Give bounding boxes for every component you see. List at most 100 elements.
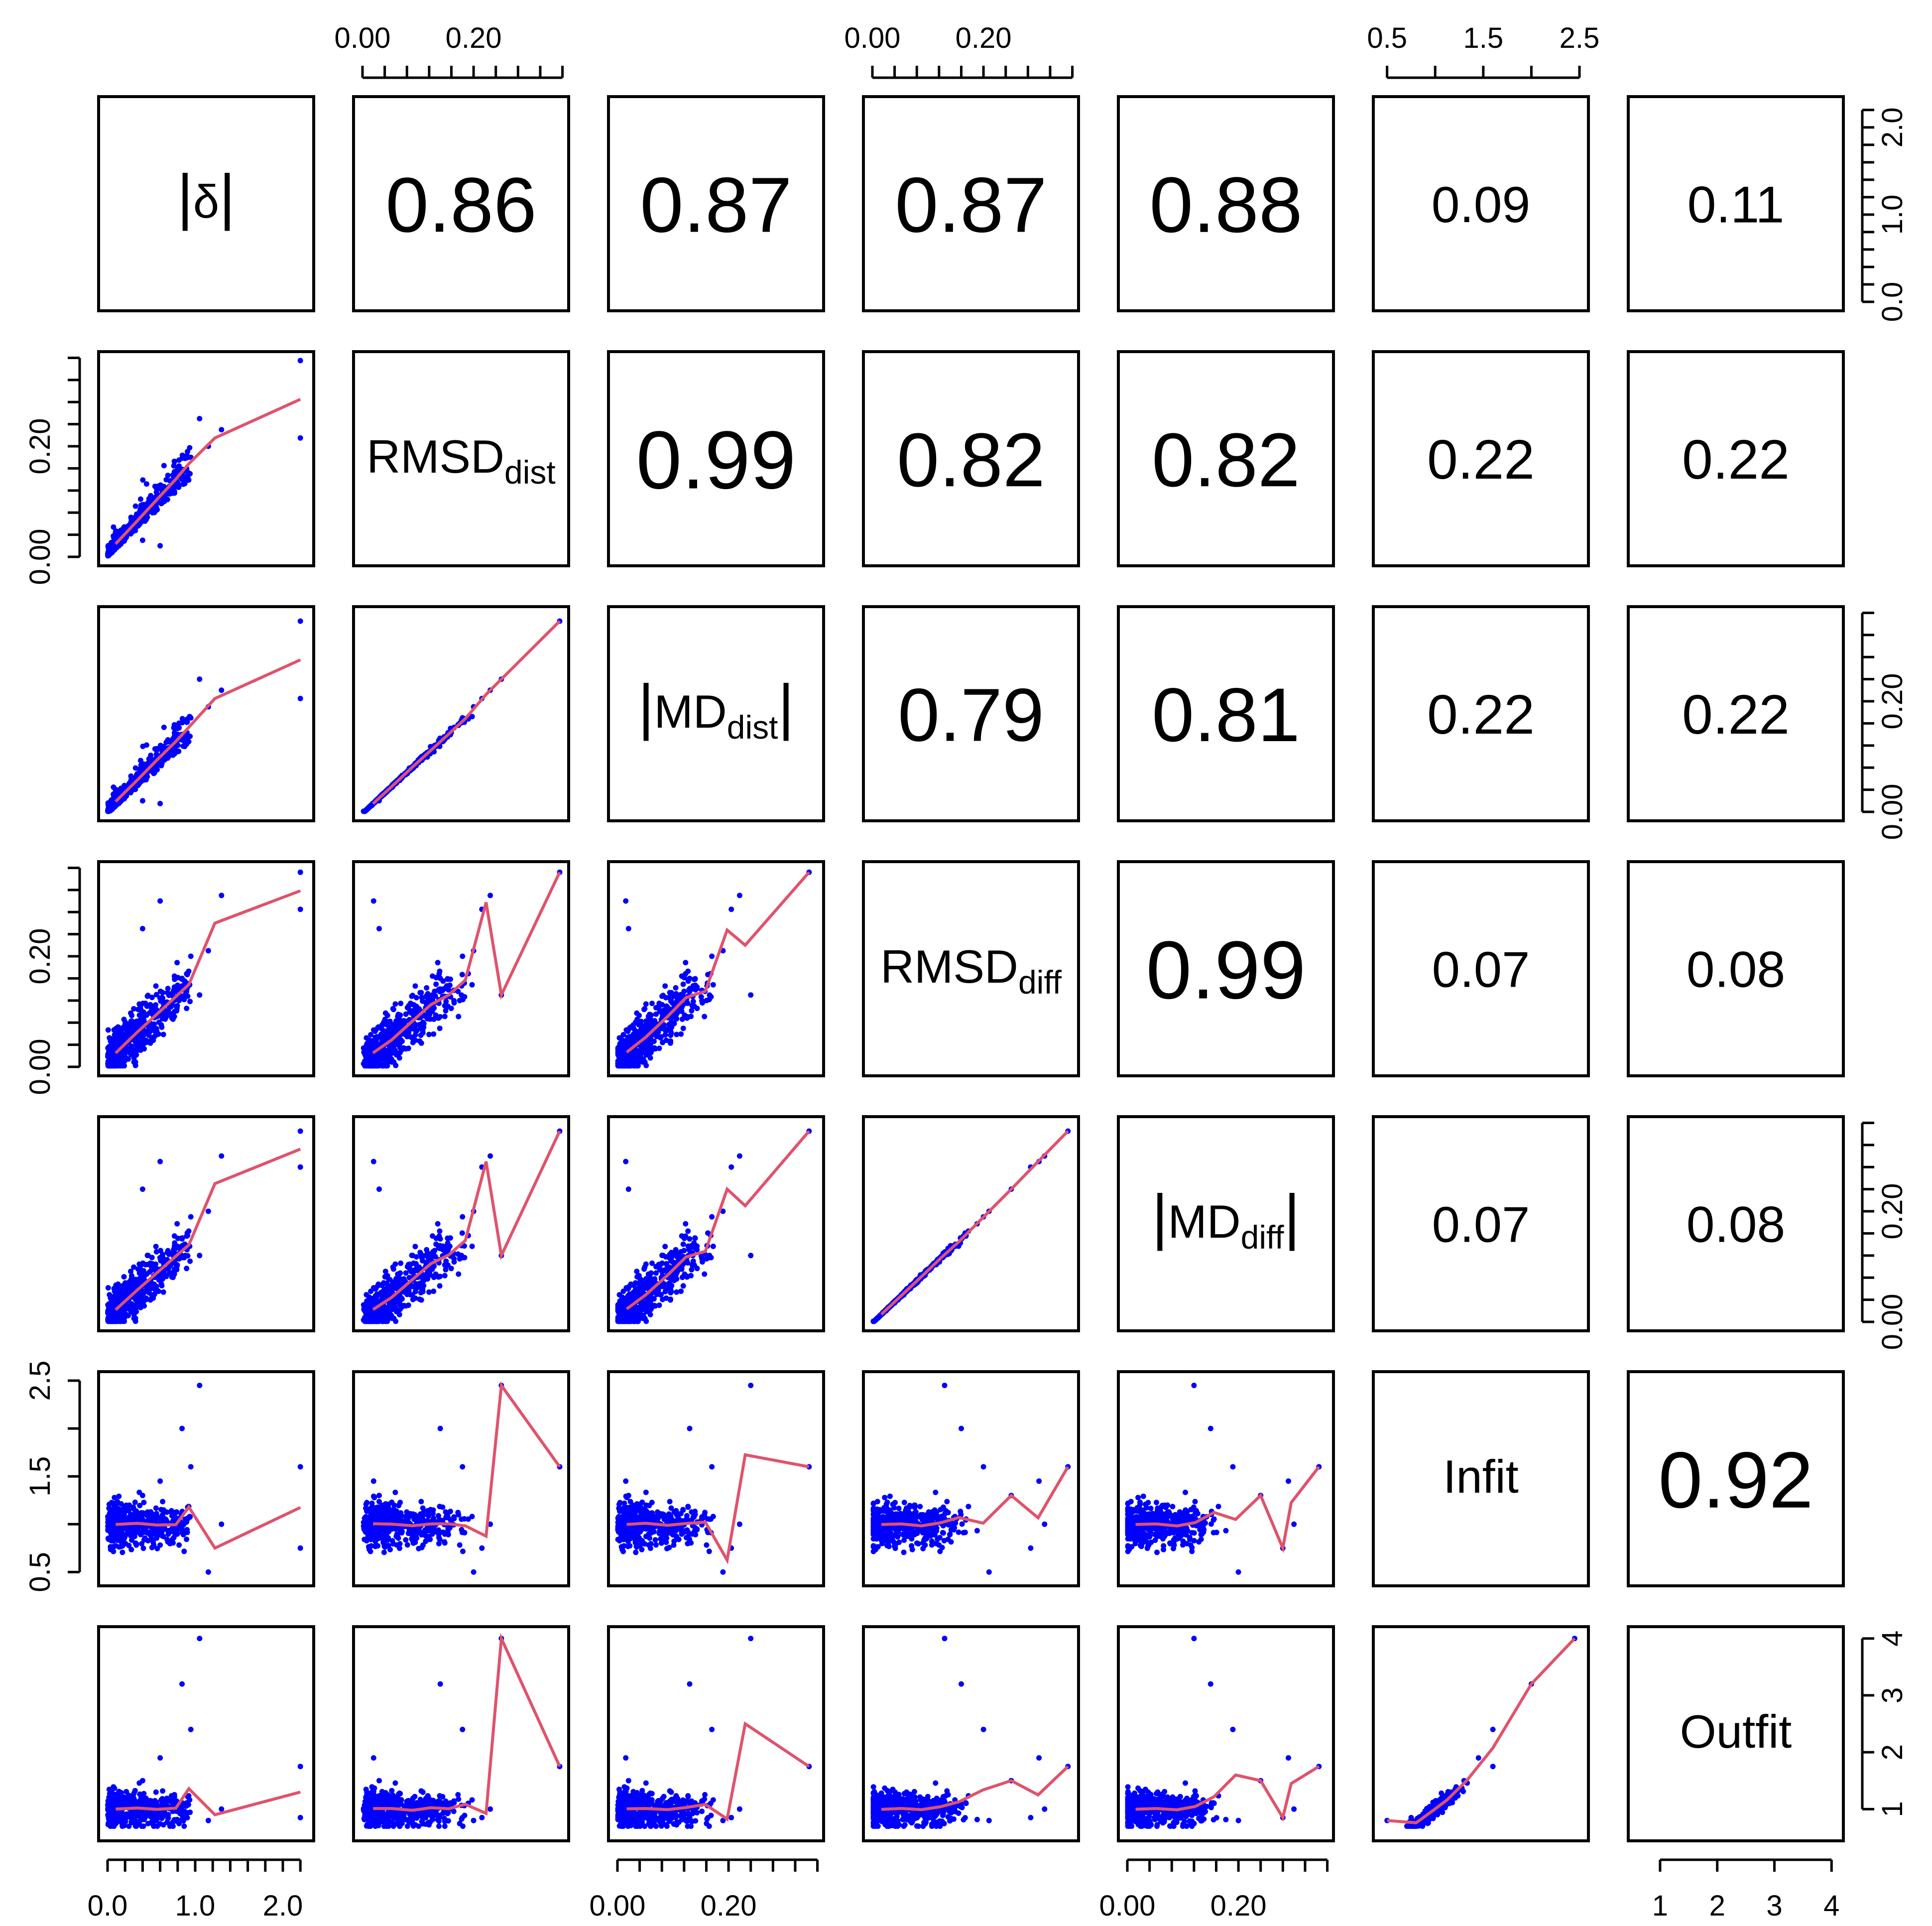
data-point [420, 1277, 426, 1283]
panel-r0-c3: 0.87 [862, 95, 1080, 312]
data-point [219, 893, 225, 899]
data-point [141, 1303, 147, 1309]
data-point [171, 1233, 177, 1239]
data-point [143, 517, 149, 522]
data-point [171, 458, 177, 464]
panel-r1-c6: 0.22 [1627, 350, 1845, 567]
data-point [143, 777, 149, 782]
data-point [635, 1053, 641, 1059]
data-point [143, 481, 149, 487]
data-point [397, 1295, 403, 1301]
data-point [403, 1303, 409, 1309]
panel-r3-c2 [607, 860, 825, 1077]
data-point [652, 1303, 658, 1309]
data-point [634, 1269, 640, 1275]
data-point [634, 1010, 640, 1016]
data-point [197, 676, 203, 682]
data-point [620, 1288, 626, 1294]
data-point [165, 473, 171, 478]
data-point [197, 1253, 203, 1259]
data-point [670, 1259, 676, 1265]
data-point [682, 1012, 688, 1018]
data-point [187, 1258, 193, 1264]
correlation-value: 0.22 [1682, 684, 1790, 746]
panel-r3-c1 [352, 860, 570, 1077]
data-point [456, 1271, 462, 1277]
panel-frame [97, 350, 315, 567]
data-point [187, 999, 193, 1005]
data-point [417, 1250, 423, 1256]
scatter-points [105, 1128, 303, 1324]
panel-r4-c1 [352, 1115, 570, 1332]
data-point [676, 1251, 682, 1257]
panel-r1-c4: 0.82 [1117, 350, 1335, 567]
data-point [647, 1037, 653, 1043]
data-point [144, 1003, 150, 1009]
smoother-line [115, 658, 301, 803]
data-point [874, 1316, 880, 1322]
data-point [679, 973, 685, 979]
data-point [680, 1283, 686, 1289]
data-point [205, 1208, 211, 1214]
data-point [391, 1059, 397, 1065]
data-point [382, 1316, 388, 1322]
data-point [639, 1283, 645, 1289]
correlation-value: 0.82 [897, 417, 1045, 503]
data-point [398, 1001, 404, 1007]
smoother-line [115, 397, 301, 545]
data-point [639, 1024, 645, 1030]
data-point [111, 793, 117, 799]
data-point [616, 1043, 622, 1049]
data-point [666, 1026, 672, 1031]
data-point [420, 1258, 426, 1264]
data-point [108, 798, 114, 804]
data-point [442, 1014, 448, 1020]
panel-frame [1117, 350, 1335, 567]
data-point [219, 1153, 225, 1159]
data-point [685, 1243, 691, 1249]
data-point [171, 730, 177, 736]
data-point [634, 1316, 640, 1322]
variable-label-rmsd_dist: RMSDdist [366, 430, 556, 491]
data-point [682, 1271, 688, 1277]
panel-r2-c6: 0.22 [1627, 605, 1845, 822]
data-point [679, 1233, 685, 1239]
panel-r4-c0 [97, 1115, 315, 1332]
data-point [111, 524, 117, 530]
data-point [437, 1283, 443, 1289]
data-point [683, 1221, 689, 1227]
data-point [362, 1318, 368, 1324]
data-point [689, 1008, 695, 1014]
data-point [111, 534, 117, 540]
data-point [698, 994, 704, 1000]
data-point [616, 1301, 622, 1307]
data-point [185, 1253, 191, 1259]
data-point [112, 803, 118, 809]
data-point [370, 1158, 376, 1164]
data-point [184, 1006, 190, 1012]
panel-r4-c4: |MDdiff| [1117, 1115, 1335, 1332]
data-point [107, 1292, 113, 1298]
data-point [683, 960, 689, 966]
data-point [431, 1031, 437, 1037]
data-point [121, 784, 126, 790]
data-point [171, 745, 177, 751]
data-point [144, 1028, 150, 1033]
data-point [368, 1288, 374, 1294]
data-point [437, 1026, 443, 1031]
data-point [418, 1026, 423, 1031]
data-point [417, 990, 423, 996]
data-point [117, 789, 122, 795]
data-point [373, 1318, 379, 1324]
data-point [642, 1264, 648, 1270]
data-point [362, 1063, 368, 1069]
data-point [658, 1035, 664, 1041]
data-point [370, 898, 376, 904]
data-point [642, 1059, 648, 1065]
data-point [462, 994, 468, 1000]
data-point [188, 953, 194, 959]
data-point [132, 1046, 138, 1052]
data-point [175, 748, 181, 754]
data-point [445, 986, 451, 992]
data-point [158, 1258, 164, 1264]
